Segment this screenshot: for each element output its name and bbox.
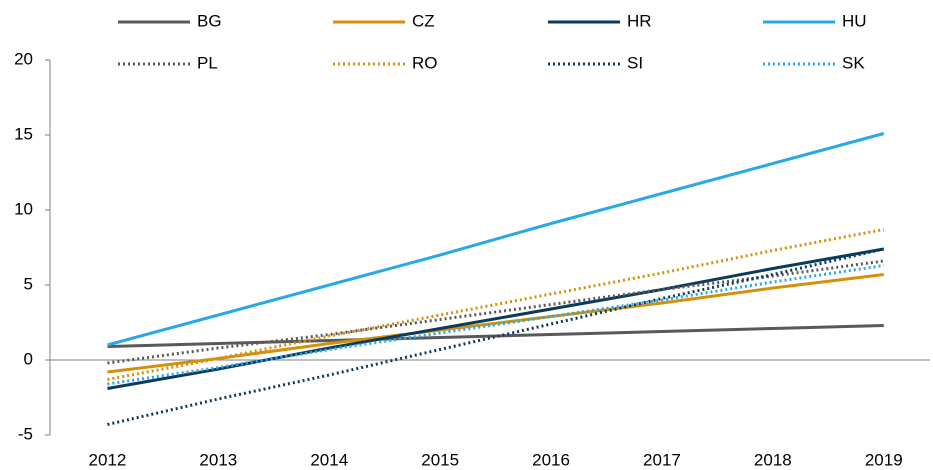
series-line [107, 247, 885, 390]
series-line [107, 132, 885, 347]
series-line [107, 264, 884, 386]
x-tick-label: 2016 [532, 450, 570, 469]
y-tick-label: -5 [18, 424, 33, 443]
x-tick-label: 2013 [199, 450, 237, 469]
series-line [107, 324, 884, 348]
legend-label: SK [842, 53, 865, 72]
x-tick-label: 2017 [643, 450, 681, 469]
x-tick-label: 2014 [310, 450, 348, 469]
x-tick-label: 2018 [754, 450, 792, 469]
x-tick-label: 2012 [89, 450, 127, 469]
y-tick-label: 5 [24, 274, 33, 293]
y-tick-label: 20 [14, 49, 33, 68]
x-tick-label: 2019 [865, 450, 903, 469]
series-line [107, 228, 885, 381]
x-tick-label: 2015 [421, 450, 459, 469]
legend-label: HR [627, 11, 652, 30]
legend-label: CZ [412, 11, 435, 30]
y-tick-label: 15 [14, 124, 33, 143]
series-line [107, 259, 884, 365]
legend-label: PL [197, 53, 218, 72]
y-tick-label: 0 [24, 349, 33, 368]
legend-label: HU [842, 11, 867, 30]
legend-label: BG [197, 11, 222, 30]
legend-label: RO [412, 53, 438, 72]
y-tick-label: 10 [14, 199, 33, 218]
legend-label: SI [627, 53, 643, 72]
series-line [107, 273, 884, 374]
